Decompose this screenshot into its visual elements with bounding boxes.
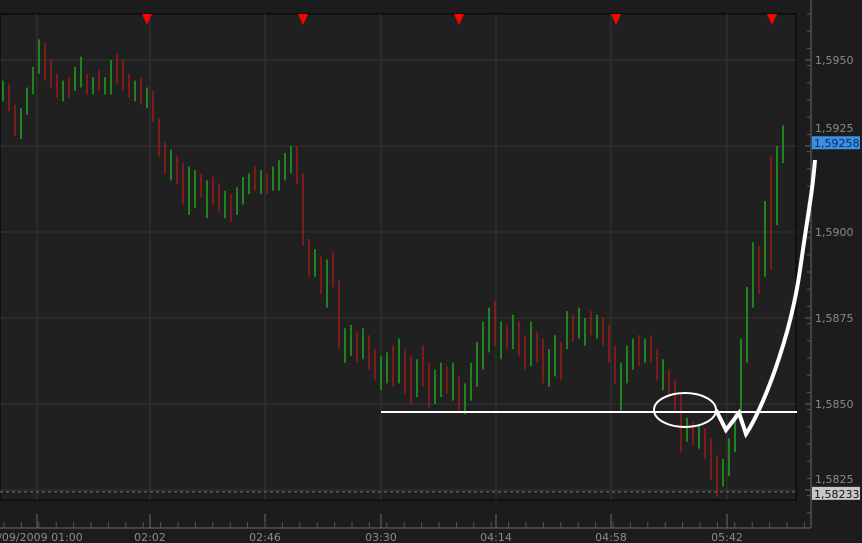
session-markers	[142, 14, 777, 25]
last-price-badge-bg	[812, 136, 860, 150]
low-price-badge: 1,58233	[812, 486, 860, 501]
grid	[0, 14, 796, 500]
price-tick-label: 1,5925	[815, 122, 854, 135]
plot-area[interactable]	[0, 13, 797, 501]
low-price-label: 1,58233	[814, 488, 860, 501]
session-marker-icon	[298, 14, 308, 25]
time-tick-label: 03:30	[365, 531, 397, 543]
price-tick-label: 1,5950	[815, 54, 854, 67]
time-tick-label: 02:02	[134, 531, 166, 543]
last-price-badge: 1,59258	[812, 136, 860, 150]
annotation-drawn-path	[714, 159, 817, 439]
time-axis[interactable]: 0/09/2009 01:00 02:02 02:46 03:30 04:14 04:58…	[0, 514, 805, 543]
session-marker-icon	[611, 14, 621, 25]
time-tick-label: 02:46	[249, 531, 281, 543]
price-bars	[2, 39, 784, 497]
price-tick-label: 1,5900	[815, 226, 854, 239]
time-tick-label: 04:14	[480, 531, 512, 543]
low-price-badge-bg	[812, 486, 860, 500]
price-tick-label: 1,5850	[815, 398, 854, 411]
price-tick-label: 1,5875	[815, 312, 854, 325]
time-tick-label: 04:58	[595, 531, 627, 543]
last-price-label: 1,59258	[814, 137, 860, 150]
session-marker-icon	[454, 14, 464, 25]
time-tick-label: 05:42	[711, 531, 743, 543]
session-marker-icon	[767, 14, 777, 25]
session-marker-icon	[142, 14, 152, 25]
price-tick-label: 1,5825	[815, 473, 854, 486]
price-axis[interactable]: 1,5950 1,5925 1,5900 1,5875 1,5850 1,5825	[805, 13, 854, 514]
time-tick-label: 0/09/2009 01:00	[0, 531, 83, 543]
